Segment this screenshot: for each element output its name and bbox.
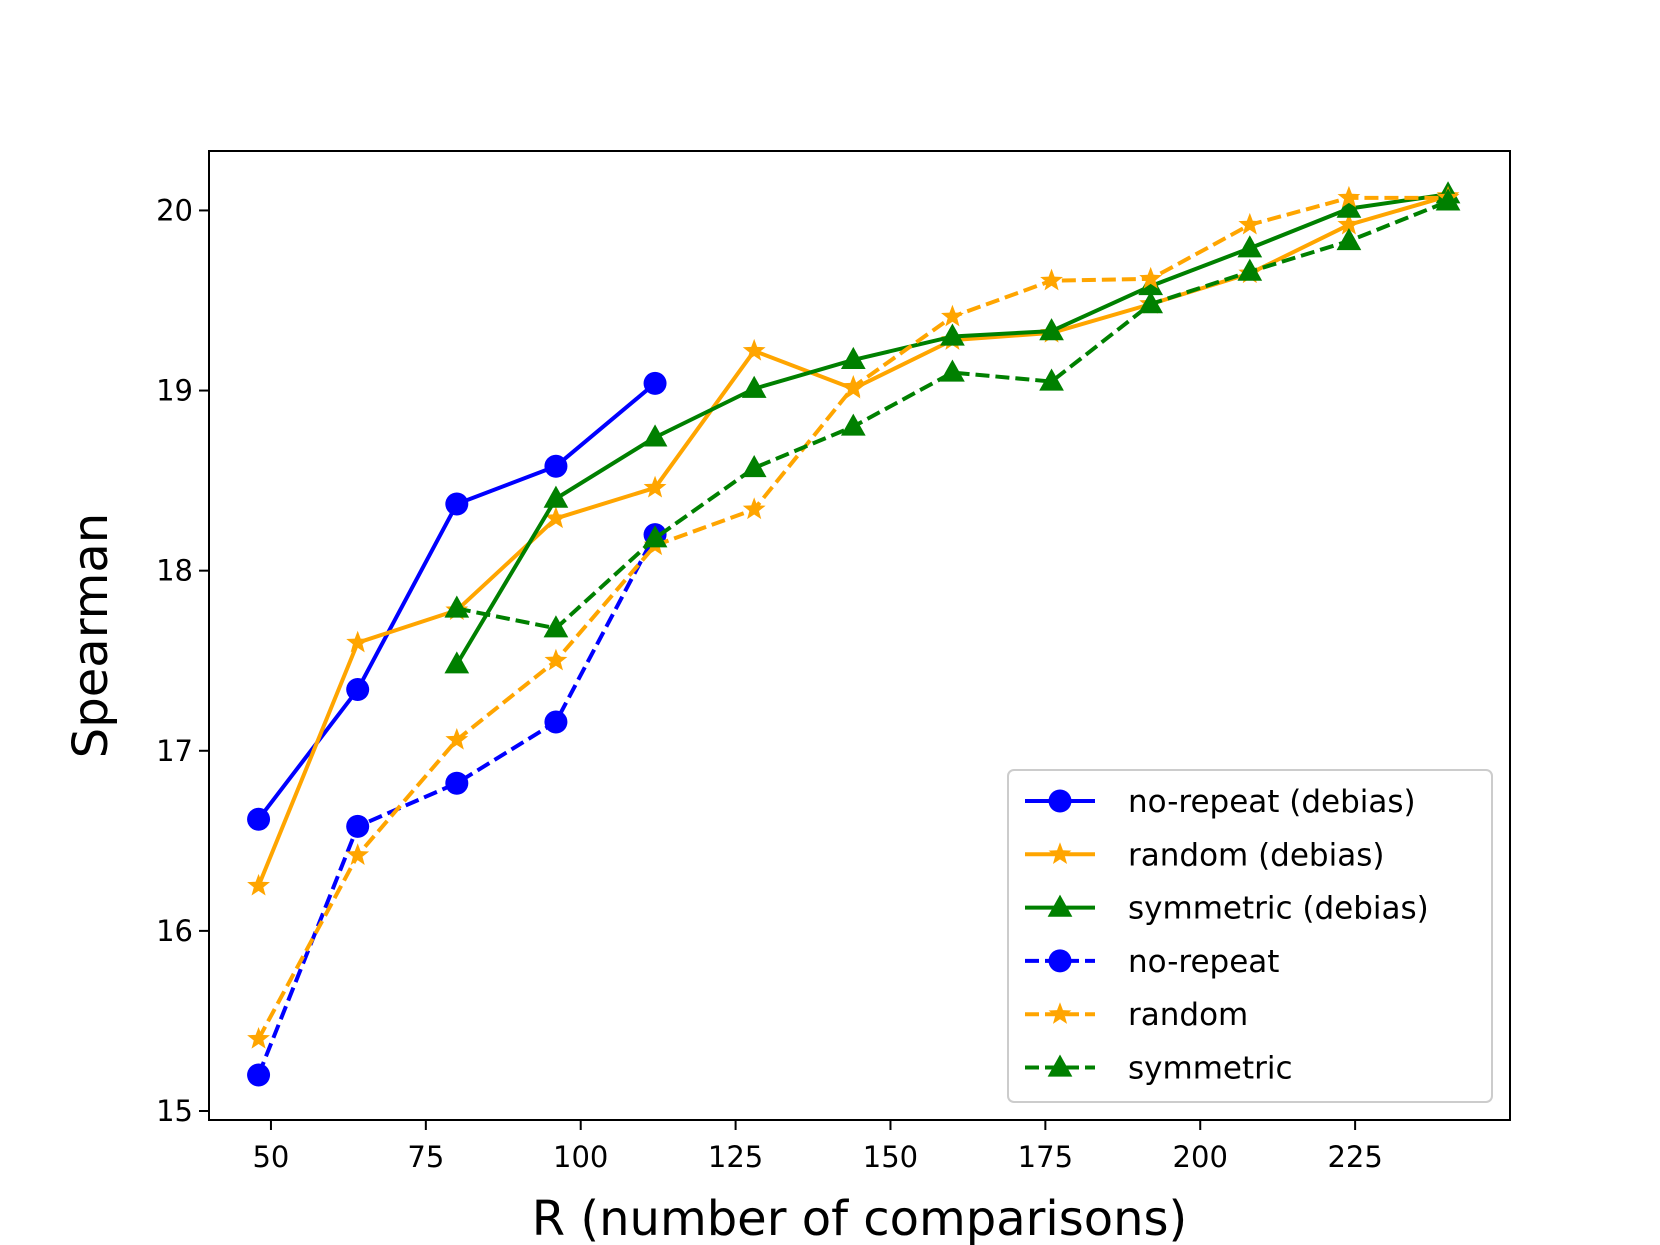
data-point [1337, 185, 1361, 208]
data-point [444, 651, 470, 674]
data-point [544, 710, 568, 734]
legend-label: no-repeat (debias) [1128, 784, 1416, 820]
data-point [642, 525, 668, 548]
data-point [643, 475, 667, 498]
data-point [741, 375, 767, 398]
data-point [1138, 291, 1164, 314]
y-tick-label: 15 [156, 1094, 193, 1128]
data-point [742, 338, 766, 361]
data-point [1337, 212, 1361, 235]
data-point [1435, 188, 1461, 211]
x-axis: 50 75 100 125 150 175 200 225 [252, 1120, 1383, 1174]
legend-label: symmetric (debias) [1128, 891, 1429, 927]
legend-label: random [1128, 997, 1248, 1033]
data-point [444, 595, 470, 618]
data-point [1238, 212, 1262, 235]
data-point [247, 807, 271, 831]
data-point [544, 506, 568, 529]
data-point [346, 843, 370, 865]
data-point [940, 323, 965, 346]
x-tick-label: 200 [1173, 1140, 1228, 1174]
series-random [247, 185, 1460, 1049]
x-tick-label: 150 [863, 1140, 918, 1174]
legend-swatch-marker [1048, 842, 1072, 865]
data-point [1336, 228, 1362, 251]
legend-swatch-marker [1048, 789, 1072, 813]
series-symmetric [444, 188, 1461, 638]
x-tick-label: 175 [1018, 1140, 1073, 1174]
plot-frame [208, 150, 1511, 1121]
y-tick-label: 20 [156, 193, 193, 227]
data-point [840, 413, 866, 436]
y-tick-label: 19 [156, 374, 193, 408]
data-point [840, 346, 866, 370]
y-axis: 15 16 17 18 19 20 [156, 193, 209, 1128]
series-layer [247, 181, 1461, 1087]
legend-swatch-marker [1048, 949, 1072, 973]
x-tick-label: 125 [708, 1140, 763, 1174]
legend-swatch-marker [1048, 1002, 1072, 1024]
x-axis-title: R (number of comparisons) [532, 1191, 1187, 1245]
data-point [247, 1026, 270, 1049]
data-point [346, 814, 370, 838]
series-line-symmetric [456, 199, 1449, 631]
y-tick-label: 16 [156, 914, 193, 948]
data-point [543, 485, 569, 508]
data-point [1139, 266, 1163, 289]
legend: no-repeat (debias) random (debias) symmetr… [1007, 769, 1493, 1103]
data-point [1237, 258, 1263, 281]
y-tick-label: 17 [156, 734, 193, 768]
x-tick-label: 225 [1327, 1140, 1382, 1174]
data-point [1039, 368, 1064, 391]
data-point [544, 648, 568, 671]
legend-label: no-repeat [1128, 944, 1279, 980]
legend-swatch-marker [1047, 1054, 1073, 1077]
data-point [1138, 273, 1164, 296]
x-tick-label: 50 [252, 1140, 289, 1174]
legend-label: symmetric [1128, 1051, 1293, 1087]
data-point [247, 873, 270, 896]
data-point [841, 374, 865, 397]
series-symmetric-debias [444, 181, 1461, 674]
legend-label: random (debias) [1128, 837, 1384, 873]
data-point [642, 424, 668, 447]
x-tick-label: 100 [553, 1140, 608, 1174]
data-point [445, 727, 469, 750]
data-point [346, 630, 370, 653]
data-point [1039, 318, 1064, 341]
data-point [445, 771, 469, 795]
x-tick-label: 75 [407, 1140, 444, 1174]
y-tick-label: 18 [156, 554, 193, 588]
data-point [445, 492, 469, 516]
series-no-repeat [247, 523, 667, 1087]
data-point [346, 678, 370, 702]
data-point [940, 359, 965, 382]
data-point [543, 615, 569, 638]
data-point [1040, 268, 1063, 291]
legend-box [1007, 769, 1493, 1103]
y-axis-title: Spearman [63, 513, 119, 758]
series-line-no-repeat [256, 533, 657, 1076]
legend-swatch-marker [1047, 894, 1073, 917]
data-point [1237, 235, 1263, 258]
series-no-repeat-debias [247, 371, 667, 831]
data-point [741, 454, 767, 478]
data-point [247, 1063, 271, 1087]
data-point [941, 304, 964, 327]
data-point [742, 497, 766, 520]
data-point [1336, 195, 1362, 218]
data-point [544, 454, 568, 478]
data-point [643, 371, 667, 395]
